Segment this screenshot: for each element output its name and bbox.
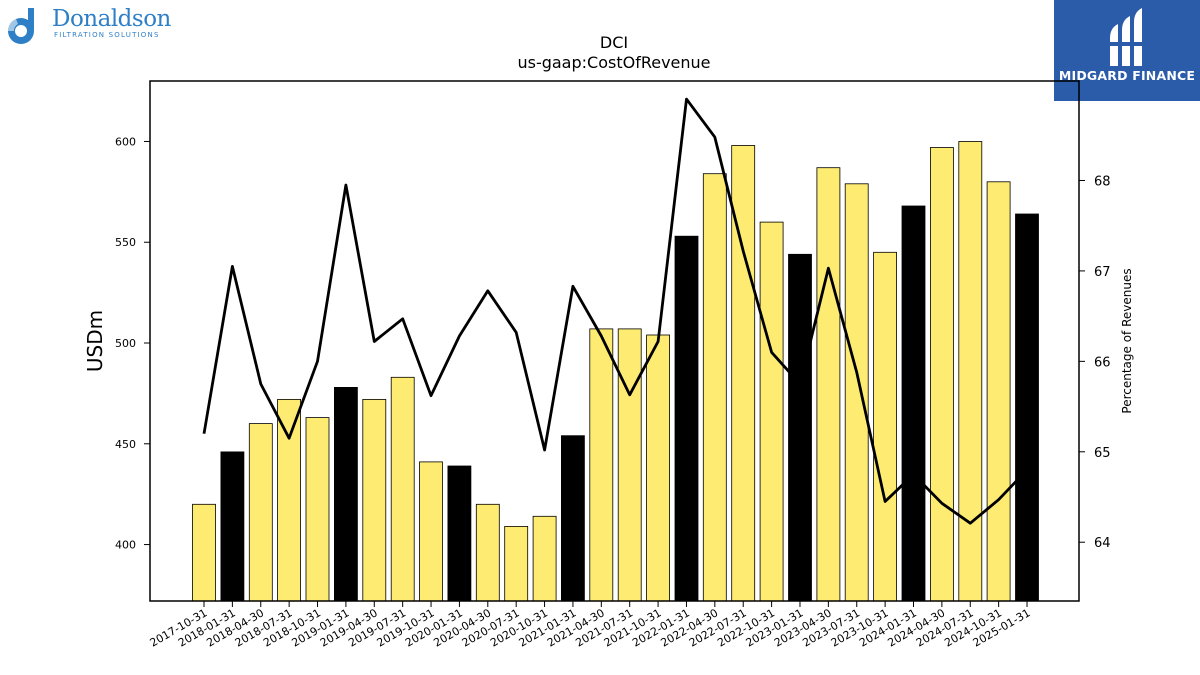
bar-2019-07-31: [390, 376, 415, 602]
donaldson-logo-tagline: FILTRATION SOLUTIONS: [54, 31, 160, 39]
bar-2021-10-31: [646, 334, 670, 602]
bar-2022-04-30: [702, 173, 727, 602]
y-axis-label: USDm: [83, 310, 107, 372]
bar-2023-04-30: [816, 167, 841, 602]
y-axis-left: 400 450 500 550 600: [115, 135, 150, 552]
bar-2021-07-31: [617, 328, 642, 602]
bar-2024-01-31: [901, 205, 926, 602]
bar-2025-01-31: [1015, 213, 1039, 602]
y-tick-label: 400: [115, 539, 136, 552]
line-series: [202, 97, 1029, 525]
chart-subtitle: us-gaap:CostOfRevenue: [517, 53, 710, 72]
bar-series: [192, 141, 1039, 602]
plot-frame: [149, 80, 1080, 602]
bar-2023-10-31: [873, 251, 897, 602]
percentage-line: [202, 97, 1029, 525]
y-axis-right: 64 65 66 67 68: [1079, 174, 1111, 551]
y2-tick-label: 66: [1094, 355, 1111, 370]
y-tick-label: 450: [115, 438, 136, 451]
y2-tick-label: 67: [1094, 265, 1111, 280]
y-tick-label: 600: [115, 135, 136, 148]
bar-2019-10-31: [419, 461, 443, 602]
donaldson-logo: Donaldson FILTRATION SOLUTIONS: [4, 4, 184, 48]
bar-2020-01-31: [447, 465, 472, 602]
bar-2022-01-31: [674, 235, 699, 602]
bar-2024-10-31: [986, 181, 1011, 602]
bar-2020-10-31: [532, 515, 557, 602]
x-axis: 2017-10-312018-01-312018-04-302018-07-31…: [148, 601, 1033, 650]
chart-title: DCI: [600, 33, 628, 52]
bar-2021-01-31: [561, 435, 585, 602]
bar-2018-04-30: [248, 423, 273, 602]
bar-2023-01-31: [788, 253, 812, 602]
y2-tick-label: 64: [1094, 536, 1111, 551]
midgard-logo-text: MIDGARD FINANCE: [1058, 68, 1196, 83]
bar-2017-10-31: [192, 503, 216, 602]
bar-2018-07-31: [277, 398, 302, 602]
bar-2020-07-31: [504, 526, 529, 602]
bar-2024-07-31: [958, 141, 983, 602]
bar-2018-10-31: [305, 417, 330, 602]
bar-2019-01-31: [333, 386, 358, 602]
midgard-emblem-icon: [1108, 8, 1144, 66]
bar-2022-10-31: [759, 221, 784, 602]
bar-2019-04-30: [362, 398, 387, 602]
y2-tick-label: 65: [1094, 446, 1111, 461]
y-tick-label: 500: [115, 337, 136, 350]
bar-2021-04-30: [589, 328, 614, 602]
bar-2024-04-30: [930, 147, 954, 602]
y-tick-label: 550: [115, 236, 136, 249]
y2-axis-label: Percentage of Revenues: [1120, 268, 1134, 413]
y2-tick-label: 68: [1094, 174, 1111, 189]
donaldson-logo-text: Donaldson: [52, 6, 171, 32]
bar-2018-01-31: [220, 451, 245, 602]
bar-2023-07-31: [844, 183, 869, 602]
donaldson-emblem-icon: [8, 8, 34, 44]
bar-2020-04-30: [475, 503, 500, 602]
